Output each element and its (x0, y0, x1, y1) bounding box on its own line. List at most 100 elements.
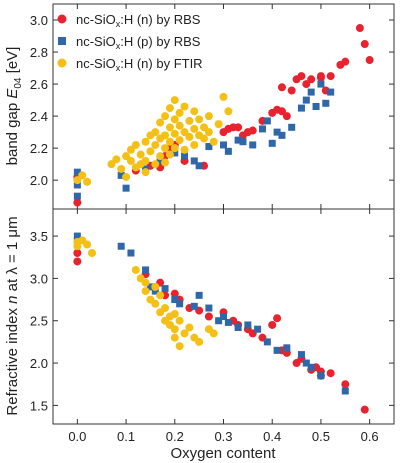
top-point-circle (365, 56, 374, 65)
bottom-point-circle (141, 278, 150, 287)
bottom-point-circle (170, 333, 179, 342)
bottom-point-square (171, 296, 179, 304)
top-point-circle (204, 112, 213, 121)
top-point-square (263, 117, 271, 125)
top-point-circle (195, 115, 204, 124)
bottom-point-circle (141, 287, 150, 296)
bottom-point-square (273, 346, 281, 354)
top-point-square (205, 143, 213, 151)
top-point-circle (73, 176, 82, 185)
top-point-circle (204, 128, 213, 137)
top-point-circle (341, 57, 350, 66)
top-point-circle (141, 168, 150, 177)
bottom-point-square (161, 285, 169, 293)
top-y-ticks: 2.0 2.2 2.4 2.6 2.8 3.0 (30, 13, 394, 188)
bottom-point-square (195, 291, 203, 299)
top-y-tick-label: 2.6 (30, 77, 48, 92)
bottom-point-square (244, 321, 252, 329)
top-point-circle (234, 123, 243, 132)
top-point-square (117, 171, 125, 179)
top-point-square (317, 80, 325, 88)
top-x-ticks (76, 4, 371, 209)
top-point-square (268, 139, 276, 147)
bottom-point-square (302, 359, 310, 367)
bottom-point-circle (73, 257, 82, 266)
bottom-point-circle (170, 325, 179, 334)
top-point-circle (83, 177, 92, 186)
top-point-circle (175, 136, 184, 145)
bottom-point-circle (73, 249, 82, 258)
bottom-point-square (190, 302, 198, 310)
top-point-square (73, 192, 81, 200)
bottom-point-square (117, 242, 125, 250)
top-point-circle (185, 132, 194, 141)
bottom-point-square (205, 304, 213, 312)
bottom-panel: 1.5 2.0 2.5 3.0 3.5 0.0 0.1 0.2 0.3 0.4 0.5 0.6 Re… (4, 208, 395, 462)
top-point-circle (219, 92, 228, 101)
bottom-point-square (254, 325, 262, 333)
bottom-point-circle (204, 312, 213, 321)
top-point-circle (146, 147, 155, 156)
bottom-point-circle (360, 405, 369, 414)
top-point-circle (151, 128, 160, 137)
top-point-square (195, 162, 203, 170)
top-point-circle (175, 108, 184, 117)
top-point-square (297, 104, 305, 112)
top-point-circle (151, 140, 160, 149)
top-point-circle (136, 150, 145, 159)
top-point-circle (355, 24, 364, 33)
top-point-circle (117, 164, 126, 173)
top-point-circle (200, 123, 209, 132)
bottom-point-circle (268, 320, 277, 329)
top-point-square (181, 152, 189, 160)
bottom-point-circle (161, 304, 170, 313)
top-point-square (273, 128, 281, 136)
top-point-circle (277, 83, 286, 92)
top-point-circle (122, 172, 131, 181)
top-point-circle (170, 129, 179, 138)
bottom-point-circle (151, 282, 160, 291)
bottom-y-axis-label: Refractive index n at λ = 1 μm (4, 216, 21, 415)
top-point-circle (161, 131, 170, 140)
bottom-point-circle (73, 242, 82, 251)
bottom-point-square (283, 344, 291, 352)
bottom-x-ticks: 0.0 0.1 0.2 0.3 0.4 0.5 0.6 (68, 209, 379, 444)
bottom-point-square (220, 313, 227, 320)
bottom-point-circle (170, 309, 179, 318)
top-point-circle (175, 121, 184, 130)
top-y-axis-label: band gap E04 [eV] (4, 47, 24, 166)
bottom-point-square (317, 372, 325, 380)
top-y-tick-label: 2.2 (30, 141, 48, 156)
top-point-circle (170, 144, 179, 153)
top-point-square (190, 157, 198, 165)
bottom-y-tick-label: 2.0 (30, 356, 48, 371)
top-point-circle (180, 128, 189, 137)
top-point-circle (302, 80, 311, 89)
bottom-point-square (263, 338, 271, 346)
top-point-circle (190, 124, 199, 133)
bottom-y-ticks: 1.5 2.0 2.5 3.0 3.5 (30, 229, 394, 413)
x-tick-label: 0.0 (68, 429, 86, 444)
bottom-y-tick-label: 2.5 (30, 314, 48, 329)
x-tick-label: 0.2 (166, 429, 184, 444)
bottom-point-square (297, 351, 305, 359)
bottom-point-circle (87, 249, 96, 258)
bottom-point-circle (131, 265, 140, 274)
top-y-tick-label: 2.8 (30, 45, 48, 60)
top-point-square (322, 99, 330, 107)
top-point-circle (200, 134, 209, 143)
legend-marker-square (58, 37, 66, 45)
top-point-circle (165, 104, 174, 113)
top-point-circle (131, 140, 140, 149)
legend-label: nc-SiOx:H (p) by RBS (76, 34, 201, 51)
bottom-point-circle (180, 329, 189, 338)
top-point-square (156, 157, 164, 165)
top-point-circle (180, 145, 189, 154)
legend-label: nc-SiOx:H (n) by RBS (76, 12, 201, 29)
bottom-point-square (224, 318, 232, 326)
top-point-circle (156, 118, 165, 127)
top-point-circle (73, 198, 82, 207)
top-point-circle (165, 150, 174, 159)
legend: nc-SiOx:H (n) by RBS nc-SiOx:H (p) by RBS… (57, 12, 203, 73)
top-point-circle (248, 126, 257, 135)
